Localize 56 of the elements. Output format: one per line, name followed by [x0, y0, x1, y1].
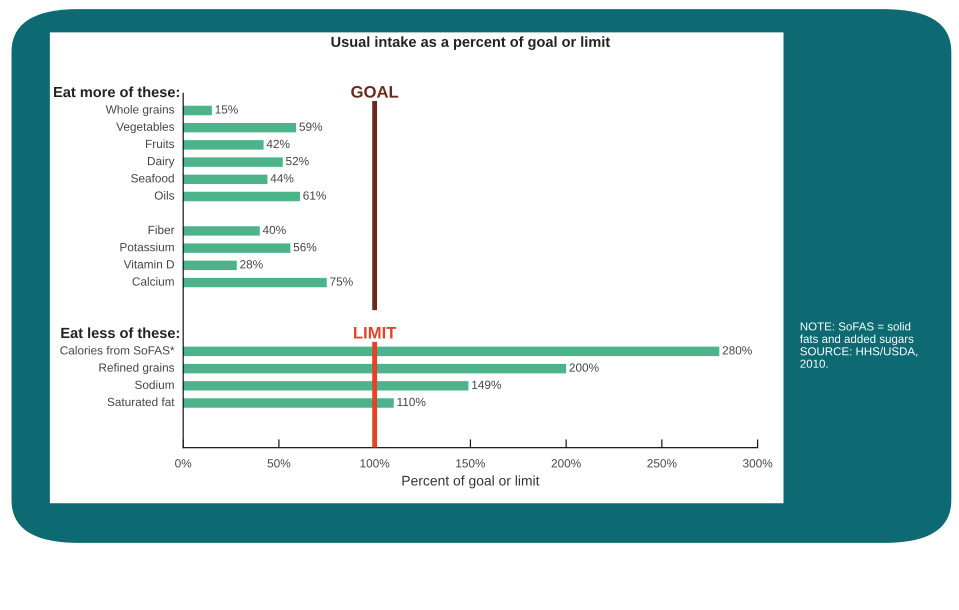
y-tick-label: Oils	[154, 191, 174, 200]
bar	[183, 364, 566, 374]
text: Eat more of these:	[54, 86, 179, 98]
y-tick-label: Fruits	[146, 139, 174, 148]
data-label: 42%	[266, 140, 290, 148]
bar	[183, 174, 268, 184]
y-tick-label: Refined grains	[99, 363, 174, 374]
bar	[183, 398, 394, 408]
bar	[183, 192, 300, 202]
bar	[183, 122, 296, 132]
data-label: 280%	[722, 346, 752, 355]
y-tick-label: Calories from SoFAS*	[60, 346, 174, 355]
bar	[183, 140, 264, 150]
y-tick-label: Sodium	[135, 380, 174, 389]
data-label: 28%	[240, 260, 263, 269]
y-tick-label: Vitamin D	[124, 260, 174, 269]
bar	[183, 278, 327, 288]
data-label: 40%	[262, 226, 286, 234]
y-tick-label: Potassium	[120, 242, 174, 252]
text: NOTE: SoFAS = solid fats and added sugars SOURCE: HHS/USDA, 2010.	[800, 322, 918, 368]
x-axis-title: Percent of goal or limit	[402, 475, 540, 488]
data-label: 44%	[270, 174, 294, 182]
ref-line-label: LIMIT	[354, 327, 396, 338]
bar	[183, 243, 290, 253]
x-tick-label: 50%	[268, 459, 290, 468]
y-tick-label: Dairy	[148, 156, 175, 168]
x-tick-label: 300%	[742, 459, 772, 468]
x-tick-label: 200%	[552, 459, 581, 468]
bar	[183, 226, 260, 236]
x-tick-label: 0%	[175, 459, 192, 468]
data-label: 200%	[570, 363, 599, 372]
data-label: 110%	[397, 398, 426, 406]
chart-title: Usual intake as a percent of goal or limit	[331, 36, 610, 50]
bar	[183, 346, 720, 356]
x-tick-label: 250%	[647, 459, 677, 468]
data-label: 52%	[286, 156, 309, 166]
y-tick-label: Seafood	[131, 174, 174, 182]
y-tick-label: Whole grains	[106, 104, 174, 116]
data-label: 61%	[303, 191, 326, 200]
y-tick-label: Calcium	[132, 277, 174, 286]
ref-line-label: GOAL	[351, 86, 398, 98]
bar	[183, 157, 283, 167]
y-tick-label: Fiber	[148, 225, 174, 234]
data-label: 75%	[330, 277, 353, 286]
x-tick-label: 100%	[360, 459, 390, 468]
data-label: 15%	[216, 105, 238, 114]
data-label: 59%	[299, 122, 322, 131]
data-label: 149%	[472, 380, 502, 389]
text: Eat less of these:	[61, 327, 179, 338]
y-tick-label: Saturated fat	[107, 398, 174, 406]
data-label: 56%	[294, 242, 316, 252]
bar	[183, 260, 237, 270]
x-tick-label: 150%	[456, 459, 486, 468]
bar	[183, 106, 212, 116]
y-tick-label: Vegetables	[116, 122, 174, 134]
bar	[183, 381, 468, 391]
